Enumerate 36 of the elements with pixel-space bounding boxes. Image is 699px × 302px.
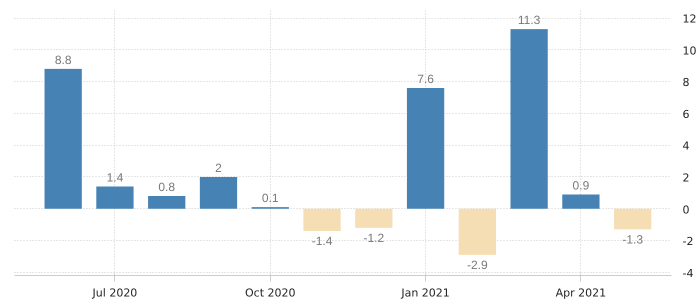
bar: [458, 208, 496, 255]
y-tick-label: -2: [682, 235, 694, 248]
data-label: 8.8: [54, 52, 72, 67]
x-tick-label: Jul 2020: [92, 286, 138, 300]
bar: [355, 208, 392, 228]
y-tick-label: -4: [682, 266, 694, 280]
bar: [303, 208, 341, 231]
y-tick-label: 8: [682, 76, 690, 90]
bar: [148, 196, 186, 209]
data-label: 0.1: [262, 191, 279, 206]
bar: [614, 208, 652, 230]
bar: [96, 186, 134, 209]
x-tick-label: Apr 2021: [556, 286, 606, 300]
bar: [44, 68, 82, 209]
data-label: -2.9: [467, 258, 488, 272]
data-label: 0.8: [158, 180, 176, 194]
bar: [200, 176, 238, 209]
data-label: 7.6: [417, 72, 434, 86]
y-tick-label: 4: [682, 140, 690, 153]
data-label: 1.4: [106, 170, 124, 184]
y-tick-label: 2: [682, 171, 690, 184]
data-label: -1.2: [363, 230, 384, 245]
data-label: 2: [215, 160, 222, 175]
y-tick-label: 12: [682, 12, 696, 26]
x-tick-label: Oct 2020: [245, 286, 296, 300]
data-label: 11.3: [518, 13, 541, 28]
y-tick-label: 6: [682, 108, 690, 121]
x-tick-label: Jan 2021: [400, 286, 450, 300]
data-label: 0.9: [572, 178, 590, 192]
bar: [510, 29, 548, 209]
y-tick-label: 10: [682, 44, 696, 58]
bar: [406, 88, 444, 209]
y-tick-label: 0: [682, 203, 690, 216]
bar: [562, 194, 600, 209]
data-label: -1.4: [312, 234, 333, 248]
data-label: -1.3: [622, 232, 644, 246]
